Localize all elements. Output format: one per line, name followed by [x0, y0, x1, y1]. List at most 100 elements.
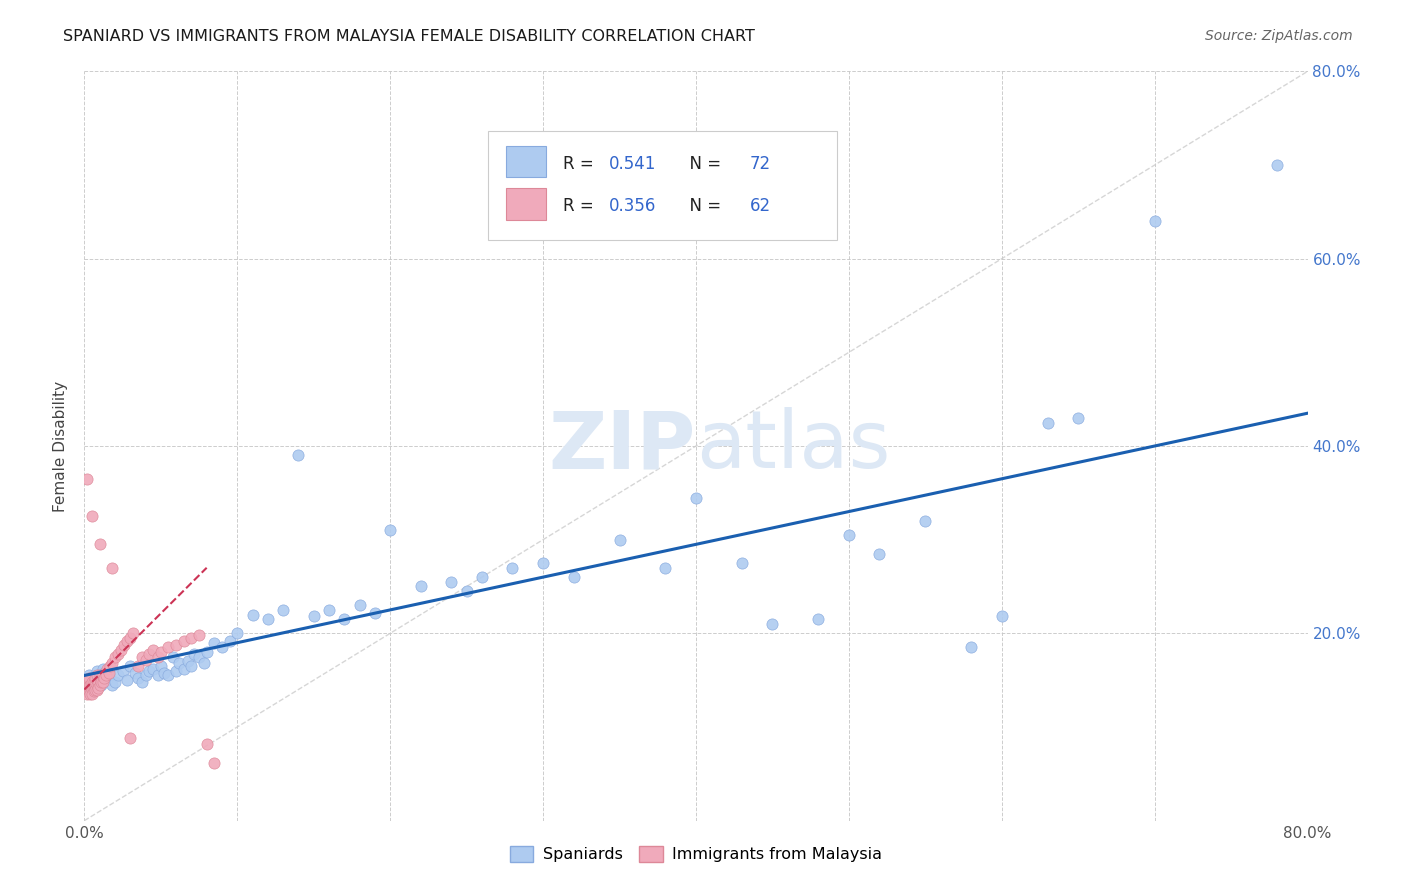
Text: N =: N =: [679, 154, 727, 172]
Point: [149, 645, 172, 659]
Point: [84, 682, 107, 697]
Text: R =: R =: [562, 154, 599, 172]
Point: [380, 524, 402, 538]
Point: [84, 671, 107, 685]
FancyBboxPatch shape: [506, 145, 546, 177]
Point: [142, 643, 165, 657]
Point: [89, 673, 111, 688]
FancyBboxPatch shape: [506, 188, 546, 219]
Point: [104, 675, 127, 690]
Point: [440, 574, 463, 589]
Point: [80, 682, 103, 697]
Text: 0.356: 0.356: [609, 197, 657, 215]
Point: [76, 687, 98, 701]
Point: [1036, 416, 1059, 430]
Point: [157, 640, 180, 655]
Point: [120, 659, 142, 673]
Point: [86, 678, 108, 692]
Point: [97, 665, 120, 680]
Point: [79, 682, 101, 697]
Point: [731, 556, 754, 570]
Point: [218, 633, 240, 648]
Point: [83, 675, 105, 690]
Point: [79, 678, 101, 692]
Point: [609, 533, 631, 547]
Point: [89, 678, 111, 692]
Point: [87, 675, 110, 690]
Point: [77, 682, 100, 697]
FancyBboxPatch shape: [488, 131, 837, 240]
Point: [84, 671, 107, 685]
Point: [226, 626, 249, 640]
Point: [146, 649, 169, 664]
Legend: Spaniards, Immigrants from Malaysia: Spaniards, Immigrants from Malaysia: [503, 839, 889, 869]
Point: [138, 664, 160, 678]
Y-axis label: Female Disability: Female Disability: [53, 380, 69, 512]
Point: [838, 528, 860, 542]
Point: [75, 678, 97, 692]
Point: [302, 609, 325, 624]
Point: [138, 647, 160, 661]
Point: [364, 606, 387, 620]
Point: [195, 737, 218, 751]
Point: [960, 640, 983, 655]
Point: [165, 638, 187, 652]
Point: [87, 681, 110, 695]
Point: [202, 635, 225, 649]
Point: [86, 664, 108, 678]
Point: [409, 580, 432, 594]
Point: [83, 681, 105, 695]
Point: [157, 668, 180, 682]
Point: [167, 657, 190, 671]
Point: [180, 659, 202, 673]
Point: [101, 561, 124, 575]
Point: [162, 649, 184, 664]
Point: [111, 664, 134, 678]
Point: [333, 612, 356, 626]
Point: [991, 609, 1014, 624]
Point: [96, 662, 118, 676]
Point: [77, 678, 100, 692]
Text: atlas: atlas: [696, 407, 890, 485]
Point: [91, 668, 114, 682]
Text: ZIP: ZIP: [548, 407, 696, 485]
Text: N =: N =: [679, 197, 727, 215]
Point: [90, 675, 112, 690]
Text: 0.541: 0.541: [609, 154, 657, 172]
Point: [110, 643, 132, 657]
Point: [91, 675, 114, 690]
Point: [271, 603, 294, 617]
Point: [90, 673, 112, 688]
Text: SPANIARD VS IMMIGRANTS FROM MALAYSIA FEMALE DISABILITY CORRELATION CHART: SPANIARD VS IMMIGRANTS FROM MALAYSIA FEM…: [63, 29, 755, 44]
Point: [257, 612, 280, 626]
Point: [502, 561, 524, 575]
Point: [135, 652, 157, 666]
Point: [76, 681, 98, 695]
Point: [77, 668, 100, 682]
Point: [807, 612, 830, 626]
Point: [146, 668, 169, 682]
Point: [93, 671, 115, 685]
Point: [120, 631, 142, 645]
Point: [188, 649, 211, 664]
Point: [188, 628, 211, 642]
Point: [456, 584, 478, 599]
Point: [142, 662, 165, 676]
Point: [211, 640, 233, 655]
Point: [75, 682, 97, 697]
Point: [94, 668, 117, 682]
Point: [165, 664, 187, 678]
Point: [124, 665, 146, 680]
Point: [1067, 411, 1090, 425]
Point: [127, 671, 149, 685]
Point: [112, 638, 135, 652]
Point: [83, 684, 105, 698]
Point: [195, 645, 218, 659]
Point: [76, 675, 98, 690]
Point: [202, 756, 225, 770]
Point: [77, 684, 100, 698]
Point: [242, 607, 264, 622]
Point: [80, 675, 103, 690]
Point: [89, 668, 111, 682]
Point: [115, 673, 138, 688]
